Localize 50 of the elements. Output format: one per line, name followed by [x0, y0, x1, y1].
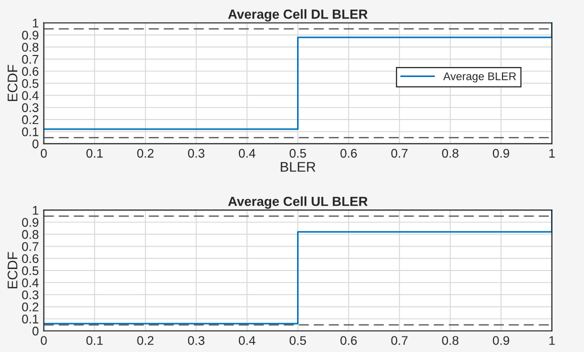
y-axis-title: ECDF: [8, 252, 18, 288]
y-tick-label: 0: [32, 139, 38, 148]
y-tick-label: 0.4: [22, 278, 39, 288]
x-axis-title: BLER: [280, 162, 316, 172]
y-tick-label: 0.8: [22, 42, 38, 52]
x-tick-label: 0.8: [442, 336, 458, 345]
x-tick-label: 0.3: [188, 148, 204, 158]
x-tick-label: 0.3: [188, 336, 204, 345]
y-tick-label: 0.3: [22, 103, 38, 112]
x-tick-label: 0.6: [340, 336, 357, 345]
y-tick-label: 0.2: [22, 302, 38, 312]
x-tick-label: 0.4: [238, 336, 256, 345]
x-tick-label: 0.8: [442, 148, 458, 158]
x-tick-label: 0: [40, 148, 47, 158]
x-tick-label: 0.5: [290, 148, 306, 158]
y-tick-label: 0.3: [22, 290, 38, 300]
y-tick-label: 0.7: [22, 54, 38, 64]
y-tick-label: 0.9: [22, 30, 38, 40]
y-tick-label: 0.4: [22, 91, 39, 100]
y-tick-label: 0.9: [22, 218, 38, 227]
x-tick-label: 0.7: [391, 336, 408, 345]
y-tick-label: 0.6: [22, 254, 38, 264]
y-tick-label: 0.7: [22, 242, 38, 251]
y-tick-label: 0: [32, 326, 38, 336]
y-tick-label: 0.1: [22, 314, 38, 324]
x-tick-label: 0.2: [137, 148, 154, 158]
x-tick-label: 0.6: [340, 148, 357, 158]
chart-title: Average Cell UL BLER: [228, 196, 368, 209]
x-tick-label: 0.2: [137, 336, 154, 345]
x-tick-label: 0.1: [86, 336, 103, 345]
x-tick-label: 1: [549, 148, 555, 158]
x-tick-label: 0.7: [391, 148, 408, 158]
x-tick-label: 0: [40, 336, 47, 345]
x-tick-label: 0.9: [492, 336, 510, 345]
legend-label: Average BLER: [443, 72, 516, 82]
y-tick-label: 1: [32, 206, 38, 215]
x-tick-label: 0.1: [86, 148, 103, 158]
x-tick-label: 0.5: [290, 336, 306, 345]
y-tick-label: 0.2: [22, 115, 38, 124]
y-tick-label: 1: [32, 18, 38, 28]
y-tick-label: 0.5: [22, 266, 38, 276]
chart-title: Average Cell DL BLER: [228, 9, 368, 22]
y-tick-label: 0.1: [22, 127, 38, 136]
x-tick-label: 1: [549, 336, 555, 345]
y-tick-label: 0.5: [22, 79, 38, 88]
y-axis-title: ECDF: [8, 64, 18, 102]
x-tick-label: 0.9: [492, 148, 510, 158]
x-tick-label: 0.4: [238, 148, 256, 158]
y-tick-label: 0.8: [22, 230, 38, 239]
y-tick-label: 0.6: [22, 66, 38, 76]
